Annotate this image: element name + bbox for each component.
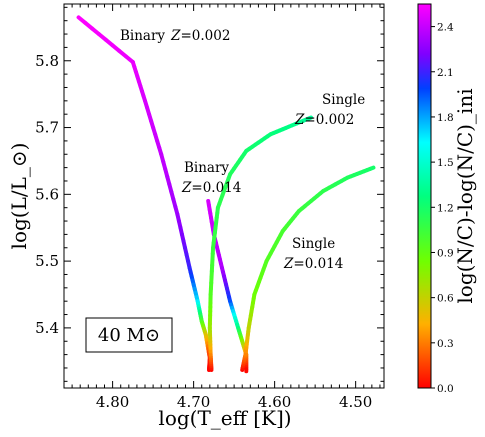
y-tick-label: 5.4 xyxy=(35,319,59,337)
track-segment xyxy=(368,165,376,171)
colorbar-tick-label: 0.0 xyxy=(437,383,454,395)
annotation-single-z0014-line1: Single xyxy=(292,236,335,252)
colorbar-tick-label: 0.3 xyxy=(437,338,454,350)
track-segment xyxy=(307,115,314,121)
x-tick-label: 4.60 xyxy=(258,393,291,411)
y-tick-label: 5.7 xyxy=(35,119,59,137)
colorbar-tick-label: 0.9 xyxy=(437,247,454,259)
y-tick-label: 5.6 xyxy=(35,185,59,203)
colorbar-tick-label: 1.2 xyxy=(437,202,454,214)
mass-label-box xyxy=(85,317,173,353)
mass-label: 40 M⊙ xyxy=(98,325,160,346)
y-tick-label: 5.8 xyxy=(35,52,59,70)
track-single-z-0-002 xyxy=(207,115,314,372)
plot-area: 4.80 4.70 4.60 4.50 5.45.55.65.75.8 Binary Z… xyxy=(35,3,385,411)
x-tick-label: 4.70 xyxy=(177,393,210,411)
colorbar-tick-label: 0.6 xyxy=(437,293,454,305)
annotation-single-z0002-line2: Z=0.002 xyxy=(294,112,354,128)
colorbar-tick-label: 1.8 xyxy=(437,112,454,124)
colorbar-title: log(N/C)-log(N/C)_ini xyxy=(453,88,477,303)
x-tick-label: 4.80 xyxy=(96,393,129,411)
colorbar-tick-label: 2.4 xyxy=(437,22,454,34)
y-ticks: 5.4 5.5 5.6 5.7 5.8 xyxy=(35,6,384,382)
annotation-single-z0002-line1: Single xyxy=(322,92,365,108)
x-tick-label: 4.50 xyxy=(339,393,372,411)
tracks xyxy=(76,15,376,374)
y-tick-label: 5.5 xyxy=(35,252,59,270)
annotation-binary-z0014-line1: Binary xyxy=(184,160,229,176)
annotation-binary-z0002: Binary Z=0.002 xyxy=(120,28,230,44)
track-single-z-0-014 xyxy=(240,165,376,372)
colorbar: 0.0 0.3 0.6 0.9 1.2 1.5 1.8 2.1 2.4 log(N/C)-log… xyxy=(417,3,477,395)
x-ticks: 4.80 4.70 4.60 4.50 xyxy=(71,4,381,411)
annotation-binary-z0014-line2: Z=0.014 xyxy=(181,180,241,196)
y-axis-title: log(L/L_⊙) xyxy=(7,143,31,250)
x-axis-title: log(T_eff [K]) xyxy=(158,406,291,430)
colorbar-gradient xyxy=(417,3,432,389)
colorbar-tick-label: 2.1 xyxy=(437,67,454,79)
colorbar-ticks: 0.0 0.3 0.6 0.9 1.2 1.5 1.8 2.1 2.4 xyxy=(431,22,454,395)
colorbar-tick-label: 1.5 xyxy=(437,157,454,169)
annotation-single-z0014-line2: Z=0.014 xyxy=(283,256,343,272)
